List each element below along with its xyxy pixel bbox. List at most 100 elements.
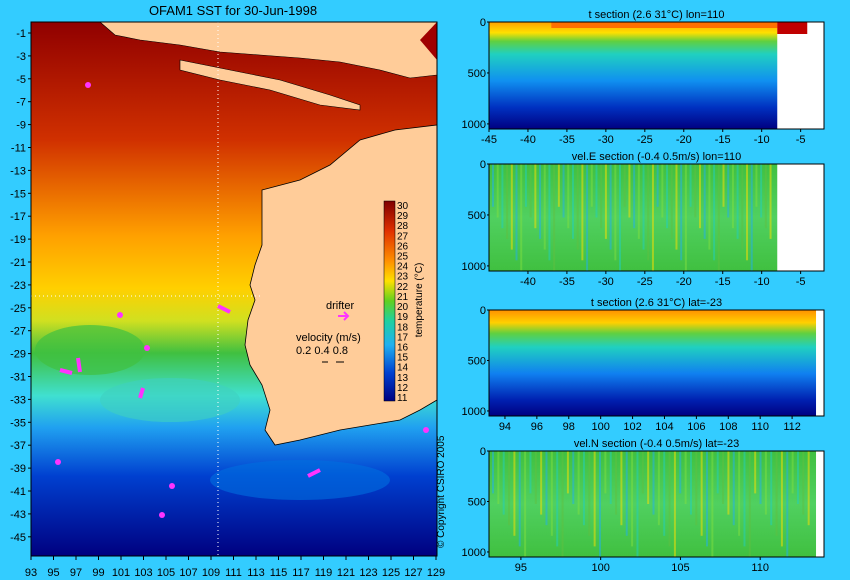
lon-tick-label: 121 — [337, 567, 355, 579]
section-x-tick-label: 110 — [751, 421, 769, 433]
colorbar-tick-label: 27 — [397, 231, 409, 242]
drifter-track — [217, 304, 231, 314]
lat-tick-label: -9 — [16, 120, 26, 132]
velocity-streak — [764, 164, 767, 229]
lat-tick-label: -23 — [10, 280, 26, 292]
land-islands — [179, 59, 361, 111]
velocity-streak — [647, 451, 650, 504]
velocity-streak — [524, 164, 527, 207]
velocity-streak — [741, 164, 744, 250]
velocity-streak — [661, 164, 664, 218]
lat-tick-label: -5 — [16, 74, 26, 86]
lon-tick-label: 111 — [225, 567, 242, 579]
velocity-streak — [780, 451, 783, 547]
drifter-marker — [144, 345, 150, 351]
velocity-streak — [684, 451, 687, 504]
section-y-tick-label: 0 — [480, 305, 486, 317]
lon-tick-label: 123 — [359, 567, 377, 579]
velocity-streak — [529, 164, 532, 218]
colorbar-tick-label: 15 — [397, 353, 409, 364]
velocity-streak — [668, 451, 671, 547]
colorbar — [383, 200, 396, 402]
velocity-streak — [732, 451, 735, 526]
section-chart-1: t section (2.6 31°C) lon=110 0 500 1000 -45 -… — [462, 9, 825, 146]
velocity-streak — [727, 451, 730, 515]
velocity-streak — [557, 164, 560, 207]
velocity-streak — [651, 164, 654, 271]
velocity-streak — [623, 164, 626, 207]
velocity-streak — [529, 451, 532, 494]
velocity-streak — [633, 164, 636, 229]
velocity-streak — [675, 164, 678, 250]
velocity-streak — [510, 164, 513, 250]
section-y-tick-label: 0 — [480, 17, 486, 29]
section-field — [489, 22, 778, 129]
velocity-streak — [508, 451, 511, 526]
warm-surface-layer — [551, 22, 778, 28]
velocity-streak — [609, 451, 612, 504]
velocity-streak — [679, 451, 682, 494]
velocity-streak — [513, 451, 516, 536]
velocity-streak — [553, 164, 556, 271]
section-y-tick-label: 500 — [468, 210, 486, 222]
velocity-streak — [545, 451, 548, 526]
section-chart-2: vel.E section (-0.4 0.5m/s) lon=110 0 500 1… — [462, 151, 825, 288]
velocity-streak — [593, 451, 596, 547]
lon-tick-label: 129 — [427, 567, 445, 579]
colorbar-tick-label: 18 — [397, 322, 409, 333]
section-x-tick-label: 102 — [623, 421, 641, 433]
colorbar-tick-label: 16 — [397, 342, 409, 353]
drifter-track — [59, 368, 73, 375]
section-title: vel.N section (-0.4 0.5m/s) lat=-23 — [574, 438, 739, 450]
section-y-tick-label: 500 — [468, 355, 486, 367]
land-edge — [777, 22, 808, 34]
lat-tick-label: -35 — [10, 417, 26, 429]
velocity-streak — [562, 164, 565, 218]
section-x-tick-label: -20 — [676, 276, 692, 288]
velocity-streak — [561, 451, 564, 557]
velocity-streak — [698, 164, 701, 229]
velocity-streak — [595, 164, 598, 218]
colorbar-tick-label: 12 — [397, 383, 409, 394]
section-x-tick-label: -45 — [481, 134, 497, 146]
velocity-streak — [769, 164, 772, 239]
section-y-tick-label: 1000 — [462, 119, 486, 131]
lat-tick-label: -19 — [10, 234, 26, 246]
section-y-tick-label: 1000 — [462, 547, 486, 559]
velocity-streak — [775, 451, 778, 536]
colorbar-tick-label: 19 — [397, 312, 409, 323]
lat-tick-label: -45 — [10, 532, 26, 544]
section-x-tick-label: -25 — [637, 134, 653, 146]
velocity-streak — [492, 451, 494, 494]
lon-tick-label: 125 — [382, 567, 400, 579]
velocity-streak — [770, 451, 773, 526]
section-frame — [488, 309, 825, 417]
drifter-marker — [169, 483, 175, 489]
section-y-tick-label: 1000 — [462, 261, 486, 273]
velocity-streak — [722, 451, 725, 504]
velocity-streak — [506, 164, 509, 239]
velocity-streak — [539, 164, 542, 239]
velocity-streak — [518, 451, 521, 547]
drifter-legend-label: drifter — [326, 300, 354, 312]
velocity-streak — [802, 451, 805, 515]
section-y-tick-label: 500 — [468, 68, 486, 80]
velocity-streak — [600, 164, 603, 229]
velocity-streak — [548, 164, 551, 261]
section-panels: t section (2.6 31°C) lon=11005001000-45-… — [462, 9, 825, 574]
cool-eddy — [35, 325, 145, 375]
section-x-tick-label: 100 — [591, 562, 609, 574]
velocity-legend-label: velocity (m/s) — [296, 332, 361, 344]
copyright: © Copyright CSIRO 2005 — [436, 435, 447, 548]
section-x-tick-label: 95 — [515, 562, 527, 574]
section-x-tick-label: -40 — [520, 134, 536, 146]
section-chart-3: t section (2.6 31°C) lat=-23 0 500 1000 94 96… — [462, 297, 825, 433]
velocity-streak — [566, 451, 569, 494]
section-x-tick-label: -15 — [715, 276, 731, 288]
lat-tick-label: -33 — [10, 394, 26, 406]
velocity-streak — [576, 164, 579, 250]
drifter-marker — [117, 312, 123, 318]
velocity-streak — [581, 164, 584, 261]
velocity-streak — [588, 451, 591, 536]
